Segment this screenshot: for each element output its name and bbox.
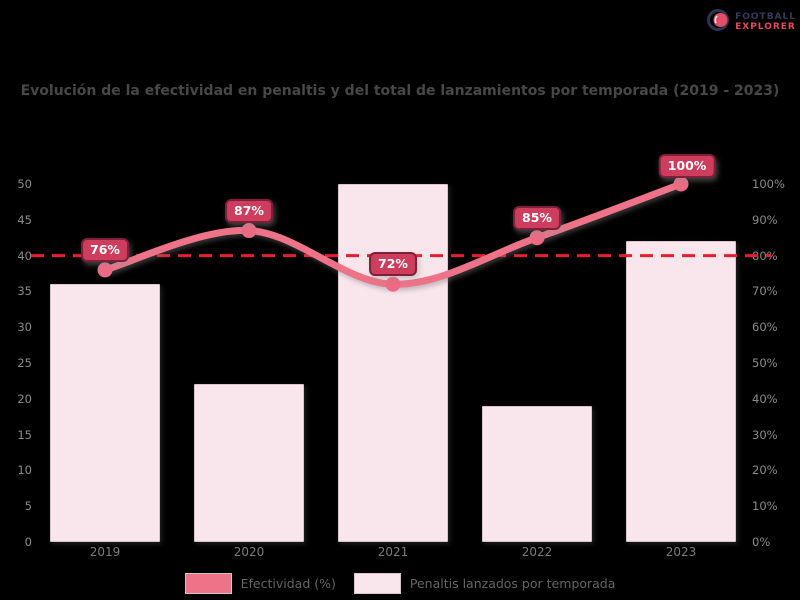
legend-swatch (353, 573, 401, 594)
bar-2023 (626, 241, 736, 542)
right-axis-tick: 80% (752, 248, 778, 263)
left-axis-tick: 10 (17, 463, 32, 478)
data-label-badge: 76% (81, 237, 129, 262)
legend-label: Penaltis lanzados por temporada (409, 576, 616, 591)
right-axis-tick: 70% (752, 284, 778, 299)
logo-line2: EXPLORER (735, 22, 796, 32)
data-point-marker (241, 223, 257, 239)
chart-title: Evolución de la efectividad en penaltis … (20, 83, 780, 99)
left-axis-tick: 50 (17, 177, 32, 191)
football-icon (707, 8, 731, 36)
left-axis-tick: 30 (17, 320, 32, 335)
category-label: 2022 (521, 545, 553, 559)
legend: Efectividad (%) Penaltis lanzados por tem… (0, 573, 800, 594)
category-label: 2019 (89, 545, 121, 559)
bar-2022 (482, 405, 592, 542)
left-axis-tick: 0 (24, 535, 32, 549)
right-axis-tick: 40% (752, 391, 778, 406)
left-axis-tick: 40 (17, 248, 32, 263)
category-label: 2020 (233, 545, 265, 559)
data-label-badge: 72% (369, 252, 417, 277)
category-label: 2023 (665, 545, 697, 559)
data-point-marker (97, 262, 113, 278)
right-axis-tick: 60% (752, 320, 778, 335)
right-axis-tick: 20% (752, 463, 778, 478)
left-axis-tick: 5 (24, 499, 32, 514)
left-axis-tick: 35 (17, 284, 32, 299)
right-axis-tick: 50% (752, 356, 778, 370)
right-axis-tick: 30% (752, 427, 778, 442)
data-point-marker (529, 230, 545, 246)
right-axis-tick: 0% (752, 535, 771, 549)
right-axis-tick: 100% (752, 177, 785, 191)
logo-text: FOOTBALL EXPLORER (735, 12, 796, 33)
category-label: 2021 (377, 545, 409, 559)
legend-item: Penaltis lanzados por temporada (353, 573, 616, 594)
left-axis-tick: 20 (17, 391, 32, 406)
right-axis-tick: 10% (752, 499, 778, 514)
legend-swatch (184, 573, 232, 594)
right-axis-tick: 90% (752, 212, 778, 227)
logo: FOOTBALL EXPLORER (707, 8, 796, 36)
logo-line1: FOOTBALL (735, 11, 796, 22)
left-axis-tick: 15 (17, 427, 32, 442)
legend-item: Efectividad (%) (184, 573, 336, 594)
left-axis-tick: 45 (17, 212, 32, 227)
legend-label: Efectividad (%) (240, 576, 336, 591)
bar-2021 (338, 184, 448, 542)
data-point-marker (673, 176, 689, 192)
bar-2020 (194, 384, 304, 542)
bar-2019 (50, 284, 160, 542)
data-label-badge: 85% (513, 205, 561, 230)
left-axis-tick: 25 (17, 356, 32, 370)
data-label-badge: 100% (658, 154, 716, 178)
data-label-badge: 87% (225, 198, 273, 223)
